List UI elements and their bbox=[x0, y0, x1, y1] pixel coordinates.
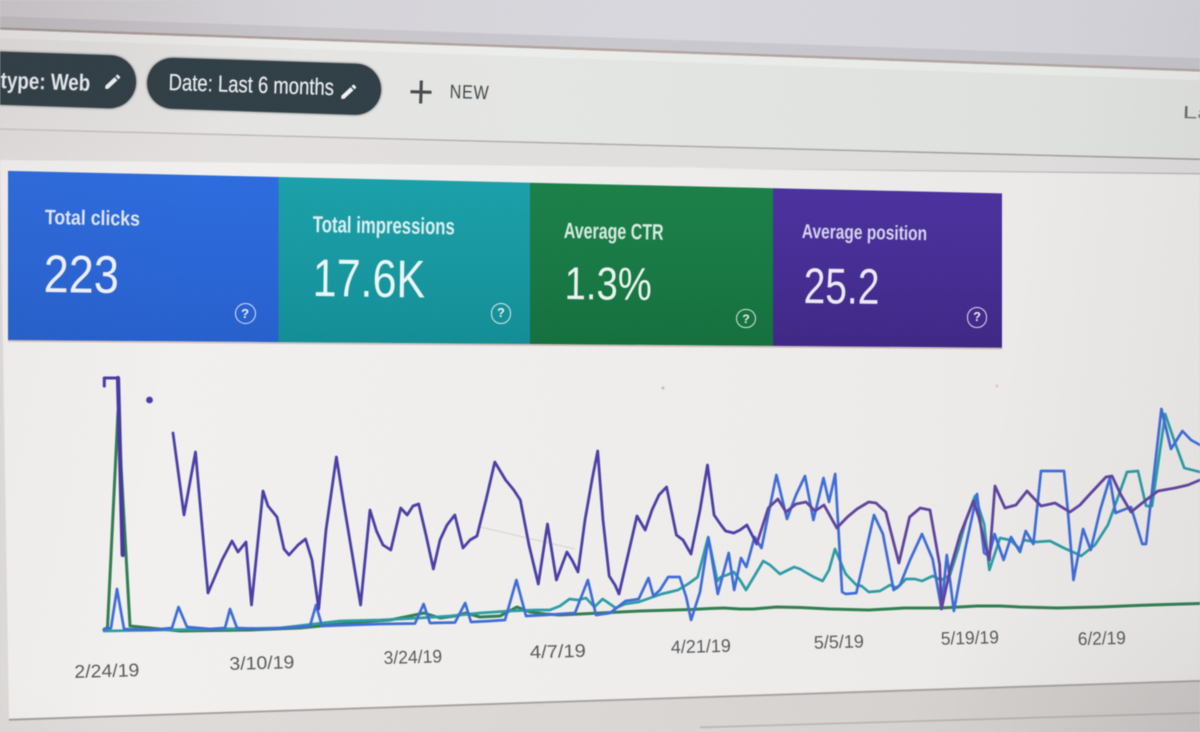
svg-text:6/2/19: 6/2/19 bbox=[1078, 628, 1127, 649]
svg-text:4/7/19: 4/7/19 bbox=[530, 641, 587, 663]
svg-text:5/19/19: 5/19/19 bbox=[941, 627, 1000, 649]
svg-text:3/24/19: 3/24/19 bbox=[383, 646, 442, 668]
svg-text:4/21/19: 4/21/19 bbox=[671, 636, 732, 658]
svg-text:2/24/19: 2/24/19 bbox=[74, 660, 140, 682]
svg-text:5/5/19: 5/5/19 bbox=[814, 631, 865, 652]
svg-text:3/10/19: 3/10/19 bbox=[229, 652, 295, 674]
